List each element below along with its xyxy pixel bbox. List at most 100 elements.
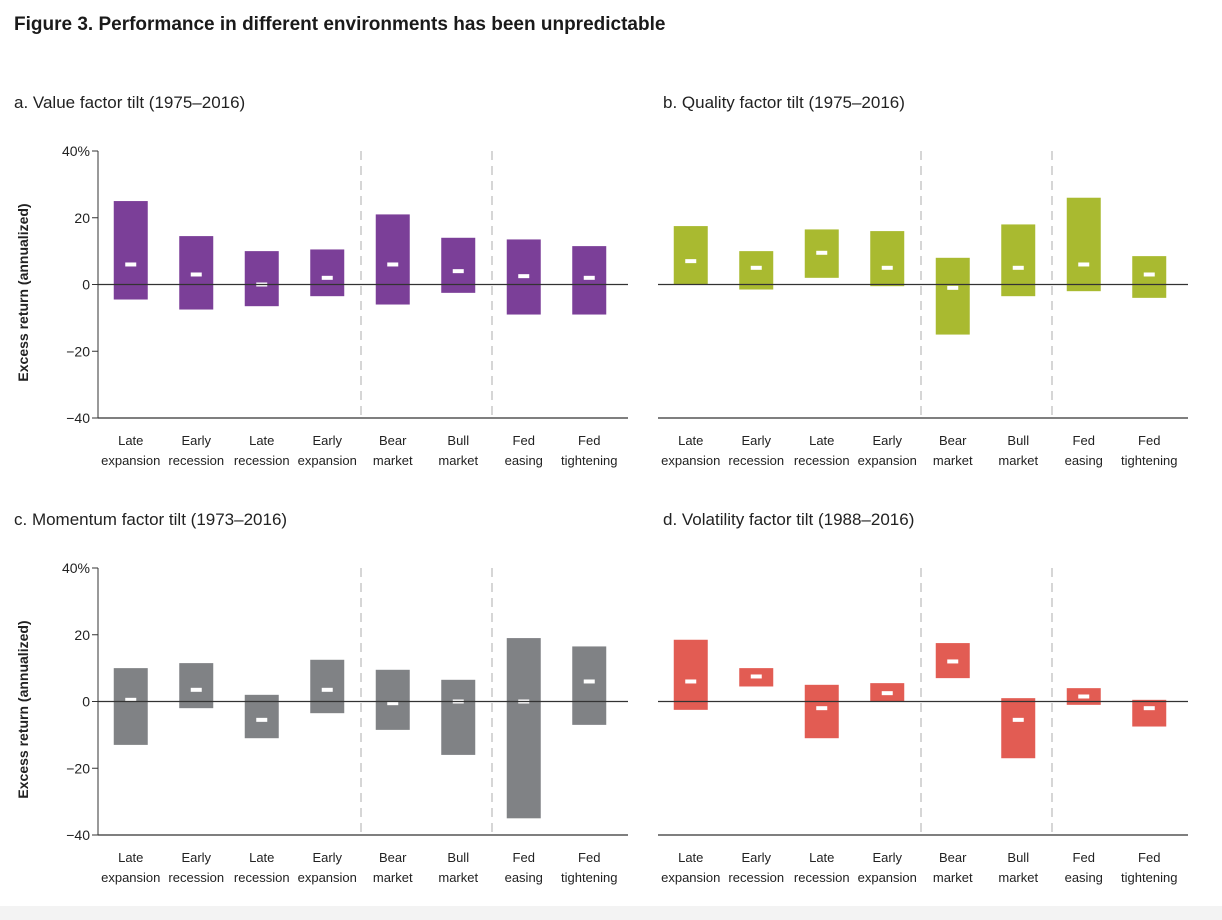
median-marker-c-8	[583, 679, 595, 684]
median-marker-b-7	[1078, 262, 1090, 267]
median-marker-d-7	[1078, 694, 1090, 699]
category-label-c-5: Bear	[379, 850, 407, 865]
range-bar-c-6	[441, 679, 476, 755]
median-marker-d-3	[816, 706, 828, 711]
median-marker-c-4	[321, 687, 333, 692]
category-label-b-6: Bull	[1007, 433, 1029, 448]
range-bar-c-7	[506, 638, 541, 819]
category-label-a-3-line2: recession	[234, 453, 290, 468]
median-marker-c-3	[256, 717, 268, 722]
median-marker-a-5	[387, 262, 399, 267]
median-marker-a-6	[452, 269, 464, 274]
panel-title-d: d. Volatility factor tilt (1988–2016)	[663, 510, 914, 529]
range-bar-b-1	[673, 226, 708, 285]
panel-title-a: a. Value factor tilt (1975–2016)	[14, 93, 245, 112]
category-label-c-2-line2: recession	[168, 870, 224, 885]
median-marker-c-1	[125, 697, 137, 702]
median-marker-a-7	[518, 274, 530, 279]
category-label-d-6-line2: market	[998, 870, 1038, 885]
category-label-a-4-line2: expansion	[298, 453, 357, 468]
y-tick-label-c: −40	[66, 827, 90, 843]
category-label-a-2-line2: recession	[168, 453, 224, 468]
median-marker-b-3	[816, 250, 828, 255]
category-label-a-6-line2: market	[438, 453, 478, 468]
category-label-a-5: Bear	[379, 433, 407, 448]
category-label-b-8-line2: tightening	[1121, 453, 1177, 468]
range-bar-a-6	[441, 237, 476, 293]
category-label-a-6: Bull	[447, 433, 469, 448]
category-label-b-1: Late	[678, 433, 703, 448]
category-label-d-7: Fed	[1073, 850, 1095, 865]
category-label-b-5: Bear	[939, 433, 967, 448]
range-bar-a-1	[113, 201, 148, 300]
category-label-c-3-line2: recession	[234, 870, 290, 885]
category-label-a-7-line2: easing	[505, 453, 543, 468]
y-axis-title-a: Excess return (annualized)	[15, 203, 31, 381]
median-marker-d-1	[685, 679, 697, 684]
category-label-c-8-line2: tightening	[561, 870, 617, 885]
range-bar-a-8	[572, 246, 607, 315]
range-bar-c-5	[375, 669, 410, 730]
category-label-d-1: Late	[678, 850, 703, 865]
y-tick-label-a: −20	[66, 343, 90, 359]
range-bar-c-8	[572, 646, 607, 725]
median-marker-a-8	[583, 275, 595, 280]
range-bar-a-3	[244, 251, 279, 307]
range-bar-a-5	[375, 214, 410, 305]
category-label-b-1-line2: expansion	[661, 453, 720, 468]
range-bar-a-4	[310, 249, 345, 297]
category-label-a-4: Early	[312, 433, 342, 448]
range-bar-c-1	[113, 668, 148, 745]
y-axis-title-c: Excess return (annualized)	[15, 620, 31, 798]
category-label-c-1: Late	[118, 850, 143, 865]
range-bar-b-7	[1066, 197, 1101, 292]
median-marker-c-2	[190, 687, 202, 692]
category-label-c-6-line2: market	[438, 870, 478, 885]
median-marker-c-5	[387, 701, 399, 706]
category-label-c-5-line2: market	[373, 870, 413, 885]
median-marker-a-4	[321, 275, 333, 280]
y-tick-label-a: 20	[74, 210, 90, 226]
category-label-d-8: Fed	[1138, 850, 1160, 865]
category-label-b-7: Fed	[1073, 433, 1095, 448]
median-marker-b-5	[947, 285, 959, 290]
panel-title-c: c. Momentum factor tilt (1973–2016)	[14, 510, 287, 529]
median-marker-d-2	[750, 674, 762, 679]
category-label-c-6: Bull	[447, 850, 469, 865]
range-bar-b-4	[870, 231, 905, 287]
median-marker-d-8	[1143, 706, 1155, 711]
category-label-c-2: Early	[181, 850, 211, 865]
category-label-c-8: Fed	[578, 850, 600, 865]
range-bar-d-6	[1001, 698, 1036, 759]
category-label-a-3: Late	[249, 433, 274, 448]
category-label-b-3: Late	[809, 433, 834, 448]
category-label-d-7-line2: easing	[1065, 870, 1103, 885]
range-bar-b-6	[1001, 224, 1036, 297]
category-label-a-2: Early	[181, 433, 211, 448]
category-label-a-1-line2: expansion	[101, 453, 160, 468]
category-label-a-5-line2: market	[373, 453, 413, 468]
category-label-d-1-line2: expansion	[661, 870, 720, 885]
category-label-d-3-line2: recession	[794, 870, 850, 885]
y-tick-label-c: 40%	[62, 560, 90, 576]
category-label-c-1-line2: expansion	[101, 870, 160, 885]
category-label-d-3: Late	[809, 850, 834, 865]
category-label-b-4: Early	[872, 433, 902, 448]
range-bar-d-3	[804, 684, 839, 739]
figure-title: Figure 3. Performance in different envir…	[14, 14, 666, 35]
category-label-c-7: Fed	[513, 850, 535, 865]
category-label-d-2: Early	[741, 850, 771, 865]
median-marker-b-4	[881, 265, 893, 270]
median-marker-d-6	[1012, 717, 1024, 722]
category-label-b-5-line2: market	[933, 453, 973, 468]
category-label-a-7: Fed	[513, 433, 535, 448]
category-label-c-3: Late	[249, 850, 274, 865]
category-label-b-3-line2: recession	[794, 453, 850, 468]
category-label-b-6-line2: market	[998, 453, 1038, 468]
median-marker-b-1	[685, 259, 697, 264]
range-bar-c-2	[179, 663, 214, 709]
category-label-a-1: Late	[118, 433, 143, 448]
category-label-c-7-line2: easing	[505, 870, 543, 885]
range-bar-b-5	[935, 257, 970, 335]
